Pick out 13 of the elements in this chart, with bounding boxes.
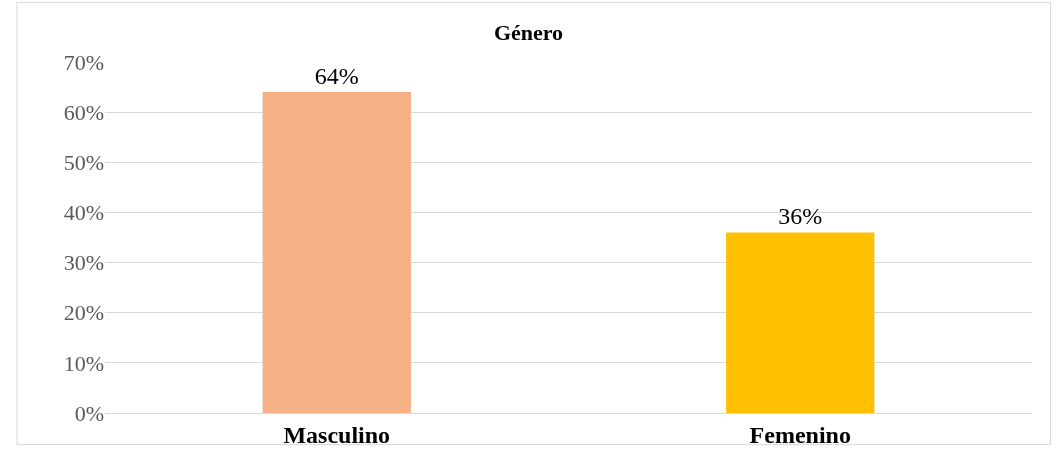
x-tick-label: Masculino [283, 421, 391, 448]
chart-title: Género [493, 19, 564, 45]
y-tick-label: 50% [63, 149, 104, 175]
x-tick-label: Femenino [749, 421, 851, 448]
data-label: 64% [314, 63, 359, 90]
y-tick-label: 20% [63, 300, 104, 326]
y-tick-label: 10% [63, 350, 104, 376]
y-tick-label: 60% [63, 99, 104, 125]
y-tick-label: 30% [63, 250, 104, 276]
y-tick-label: 0% [74, 400, 104, 426]
data-label: 36% [778, 203, 823, 230]
y-tick-label: 40% [63, 200, 104, 226]
y-tick-label: 70% [63, 49, 104, 75]
